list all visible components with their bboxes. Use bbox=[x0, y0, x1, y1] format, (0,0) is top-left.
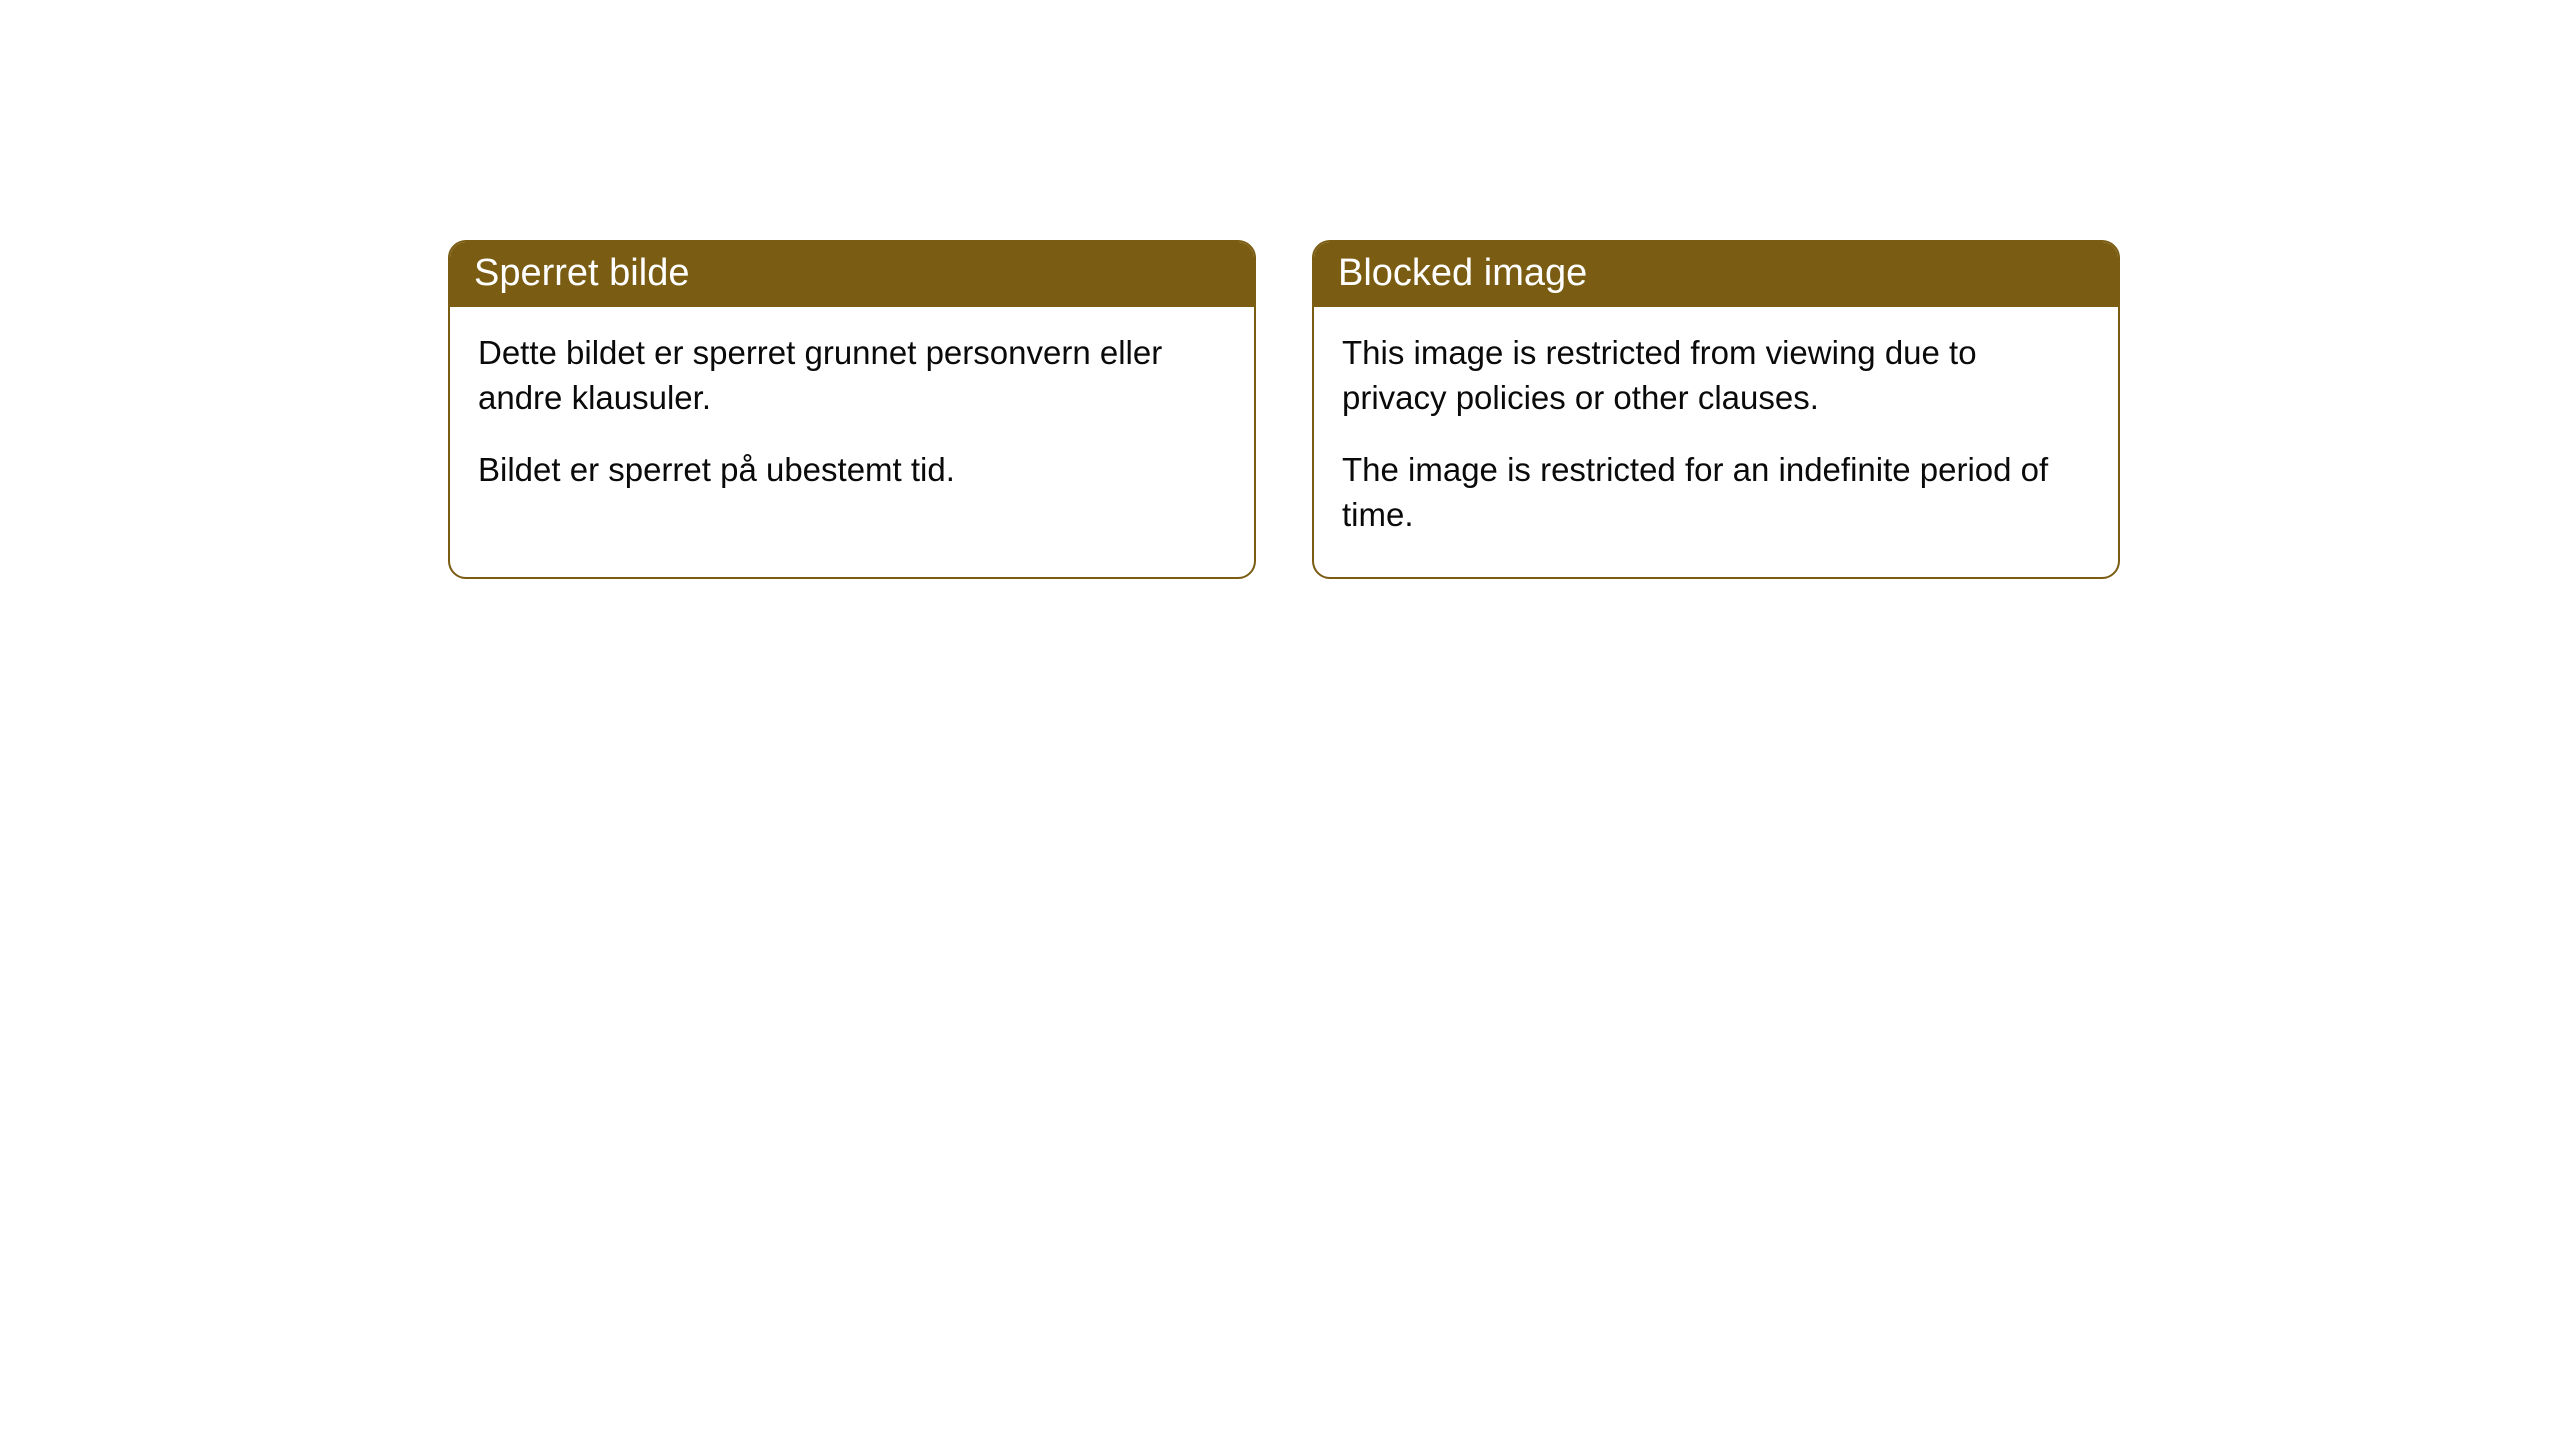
card-paragraph: This image is restricted from viewing du… bbox=[1342, 331, 2090, 420]
card-header: Sperret bilde bbox=[450, 242, 1254, 307]
notice-card-english: Blocked image This image is restricted f… bbox=[1312, 240, 2120, 579]
card-body: This image is restricted from viewing du… bbox=[1314, 307, 2118, 577]
notice-cards-container: Sperret bilde Dette bildet er sperret gr… bbox=[448, 240, 2120, 579]
card-title: Blocked image bbox=[1338, 252, 1587, 294]
card-paragraph: Dette bildet er sperret grunnet personve… bbox=[478, 331, 1226, 420]
card-body: Dette bildet er sperret grunnet personve… bbox=[450, 307, 1254, 533]
card-title: Sperret bilde bbox=[474, 252, 689, 294]
notice-card-norwegian: Sperret bilde Dette bildet er sperret gr… bbox=[448, 240, 1256, 579]
card-paragraph: Bildet er sperret på ubestemt tid. bbox=[478, 448, 1226, 493]
card-header: Blocked image bbox=[1314, 242, 2118, 307]
card-paragraph: The image is restricted for an indefinit… bbox=[1342, 448, 2090, 537]
